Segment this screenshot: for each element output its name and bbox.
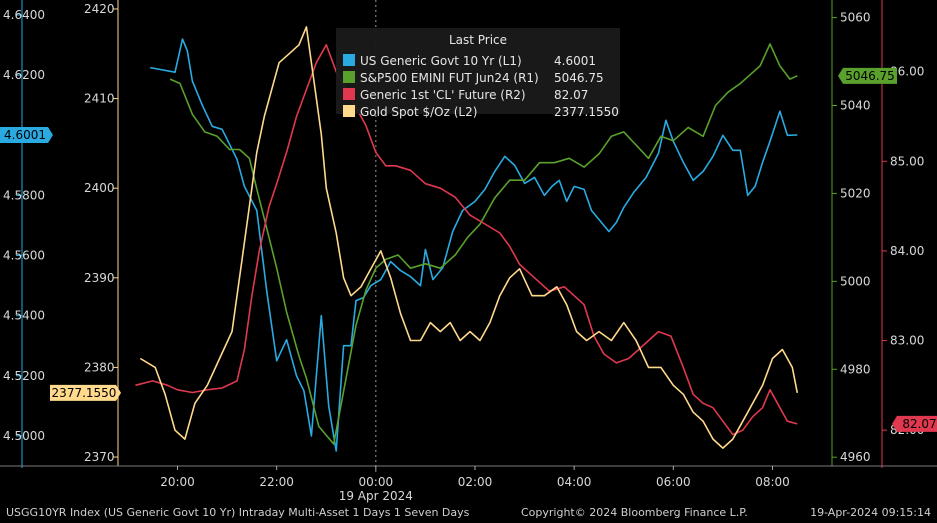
legend-entry-value: 82.07 <box>554 88 588 102</box>
y-tick-label-r1: 5020 <box>840 186 871 200</box>
multi-asset-chart: 20:00 22:00 00:00 02:00 04:00 06:00 08:00 19 Ap… <box>0 0 937 503</box>
y-tick-label-l1: 4.6400 <box>3 8 45 22</box>
y-tick-label-r1: 5000 <box>840 274 871 288</box>
x-tick-label: 22:00 <box>259 475 294 489</box>
legend-entry-name: US Generic Govt 10 Yr (L1) <box>360 54 522 68</box>
y-tick-label-l2: 2420 <box>84 2 115 16</box>
legend-entry-name: S&P500 EMINI FUT Jun24 (R1) <box>360 71 539 85</box>
legend-swatch <box>343 88 355 100</box>
y-tick-label-r2: 85.00 <box>890 154 924 168</box>
x-tick-label: 20:00 <box>160 475 195 489</box>
y-tick-label-l1: 4.5800 <box>3 188 45 202</box>
legend-swatch <box>343 105 355 117</box>
footer-copyright: Copyright© 2024 Bloomberg Finance L.P. <box>521 506 748 519</box>
y-tick-label-r1: 4980 <box>840 362 871 376</box>
y-tick-label-l2: 2370 <box>84 450 115 464</box>
series-line-l1 <box>150 38 798 452</box>
x-date-label: 19 Apr 2024 <box>339 489 413 503</box>
legend-swatch <box>343 71 355 83</box>
x-tick-label: 04:00 <box>557 475 592 489</box>
y-tick-label-r1: 5060 <box>840 11 871 25</box>
y-tick-label-l1: 4.5200 <box>3 369 45 383</box>
series-line-r1 <box>169 43 798 445</box>
last-value-text-l1: 4.6001 <box>4 128 46 142</box>
footer-bar: USGG10YR Index (US Generic Govt 10 Yr) I… <box>0 503 937 523</box>
x-tick-label: 08:00 <box>755 475 790 489</box>
y-tick-label-r2: 83.00 <box>890 334 924 348</box>
last-value-tag-r2 <box>892 415 937 432</box>
last-value-text-l2: 2377.1550 <box>52 386 117 400</box>
legend-entry-name: Generic 1st 'CL' Future (R2) <box>360 88 526 102</box>
last-value-text-r1: 5046.75 <box>845 69 895 83</box>
x-tick-label: 06:00 <box>656 475 691 489</box>
series-line-l2 <box>139 26 799 449</box>
x-tick-label: 00:00 <box>359 475 394 489</box>
y-tick-label-l2: 2410 <box>84 92 115 106</box>
legend-entry-value: 4.6001 <box>554 54 596 68</box>
y-tick-label-l2: 2380 <box>84 360 115 374</box>
y-tick-label-l1: 4.5000 <box>3 429 45 443</box>
legend-entry-name: Gold Spot $/Oz (L2) <box>360 105 477 119</box>
legend-entry-value: 5046.75 <box>554 71 604 85</box>
y-tick-label-l1: 4.6200 <box>3 68 45 82</box>
legend-title: Last Price <box>449 33 507 47</box>
last-value-text-r2: 82.07 <box>902 417 936 431</box>
x-tick-label: 02:00 <box>458 475 493 489</box>
y-tick-label-r2: 84.00 <box>890 244 924 258</box>
legend-entry-value: 2377.1550 <box>554 105 619 119</box>
footer-timestamp: 19-Apr-2024 09:15:14 <box>810 506 931 519</box>
footer-index-description: USGG10YR Index (US Generic Govt 10 Yr) I… <box>6 506 470 519</box>
legend-box <box>336 28 620 114</box>
y-tick-label-l2: 2390 <box>84 271 115 285</box>
y-tick-label-r2: 86.00 <box>890 65 924 79</box>
legend-swatch <box>343 54 355 66</box>
y-tick-label-l2: 2400 <box>84 181 115 195</box>
series-line-r2 <box>135 44 798 436</box>
y-tick-label-r1: 4960 <box>840 450 871 464</box>
y-tick-label-l1: 4.5400 <box>3 309 45 323</box>
y-tick-label-l1: 4.5600 <box>3 249 45 263</box>
y-tick-label-r1: 5040 <box>840 99 871 113</box>
last-value-tag-l2 <box>50 384 121 401</box>
last-value-tag-r1 <box>838 67 897 84</box>
last-value-tag-l1 <box>0 126 53 143</box>
